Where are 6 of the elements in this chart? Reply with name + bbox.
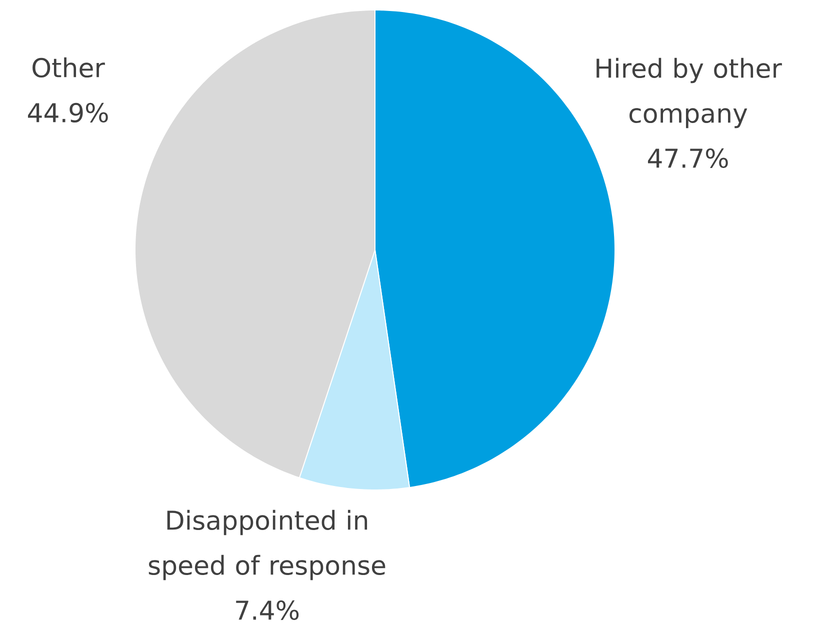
data-label: 47.7% [648,148,728,168]
slice-label: Disappointed in speed of response [148,510,386,580]
data-label: 7.4% [236,600,299,620]
slice-label: Other [32,57,105,78]
data-label: 44.9% [28,102,108,123]
slice-label: Hired by other company [596,58,782,128]
